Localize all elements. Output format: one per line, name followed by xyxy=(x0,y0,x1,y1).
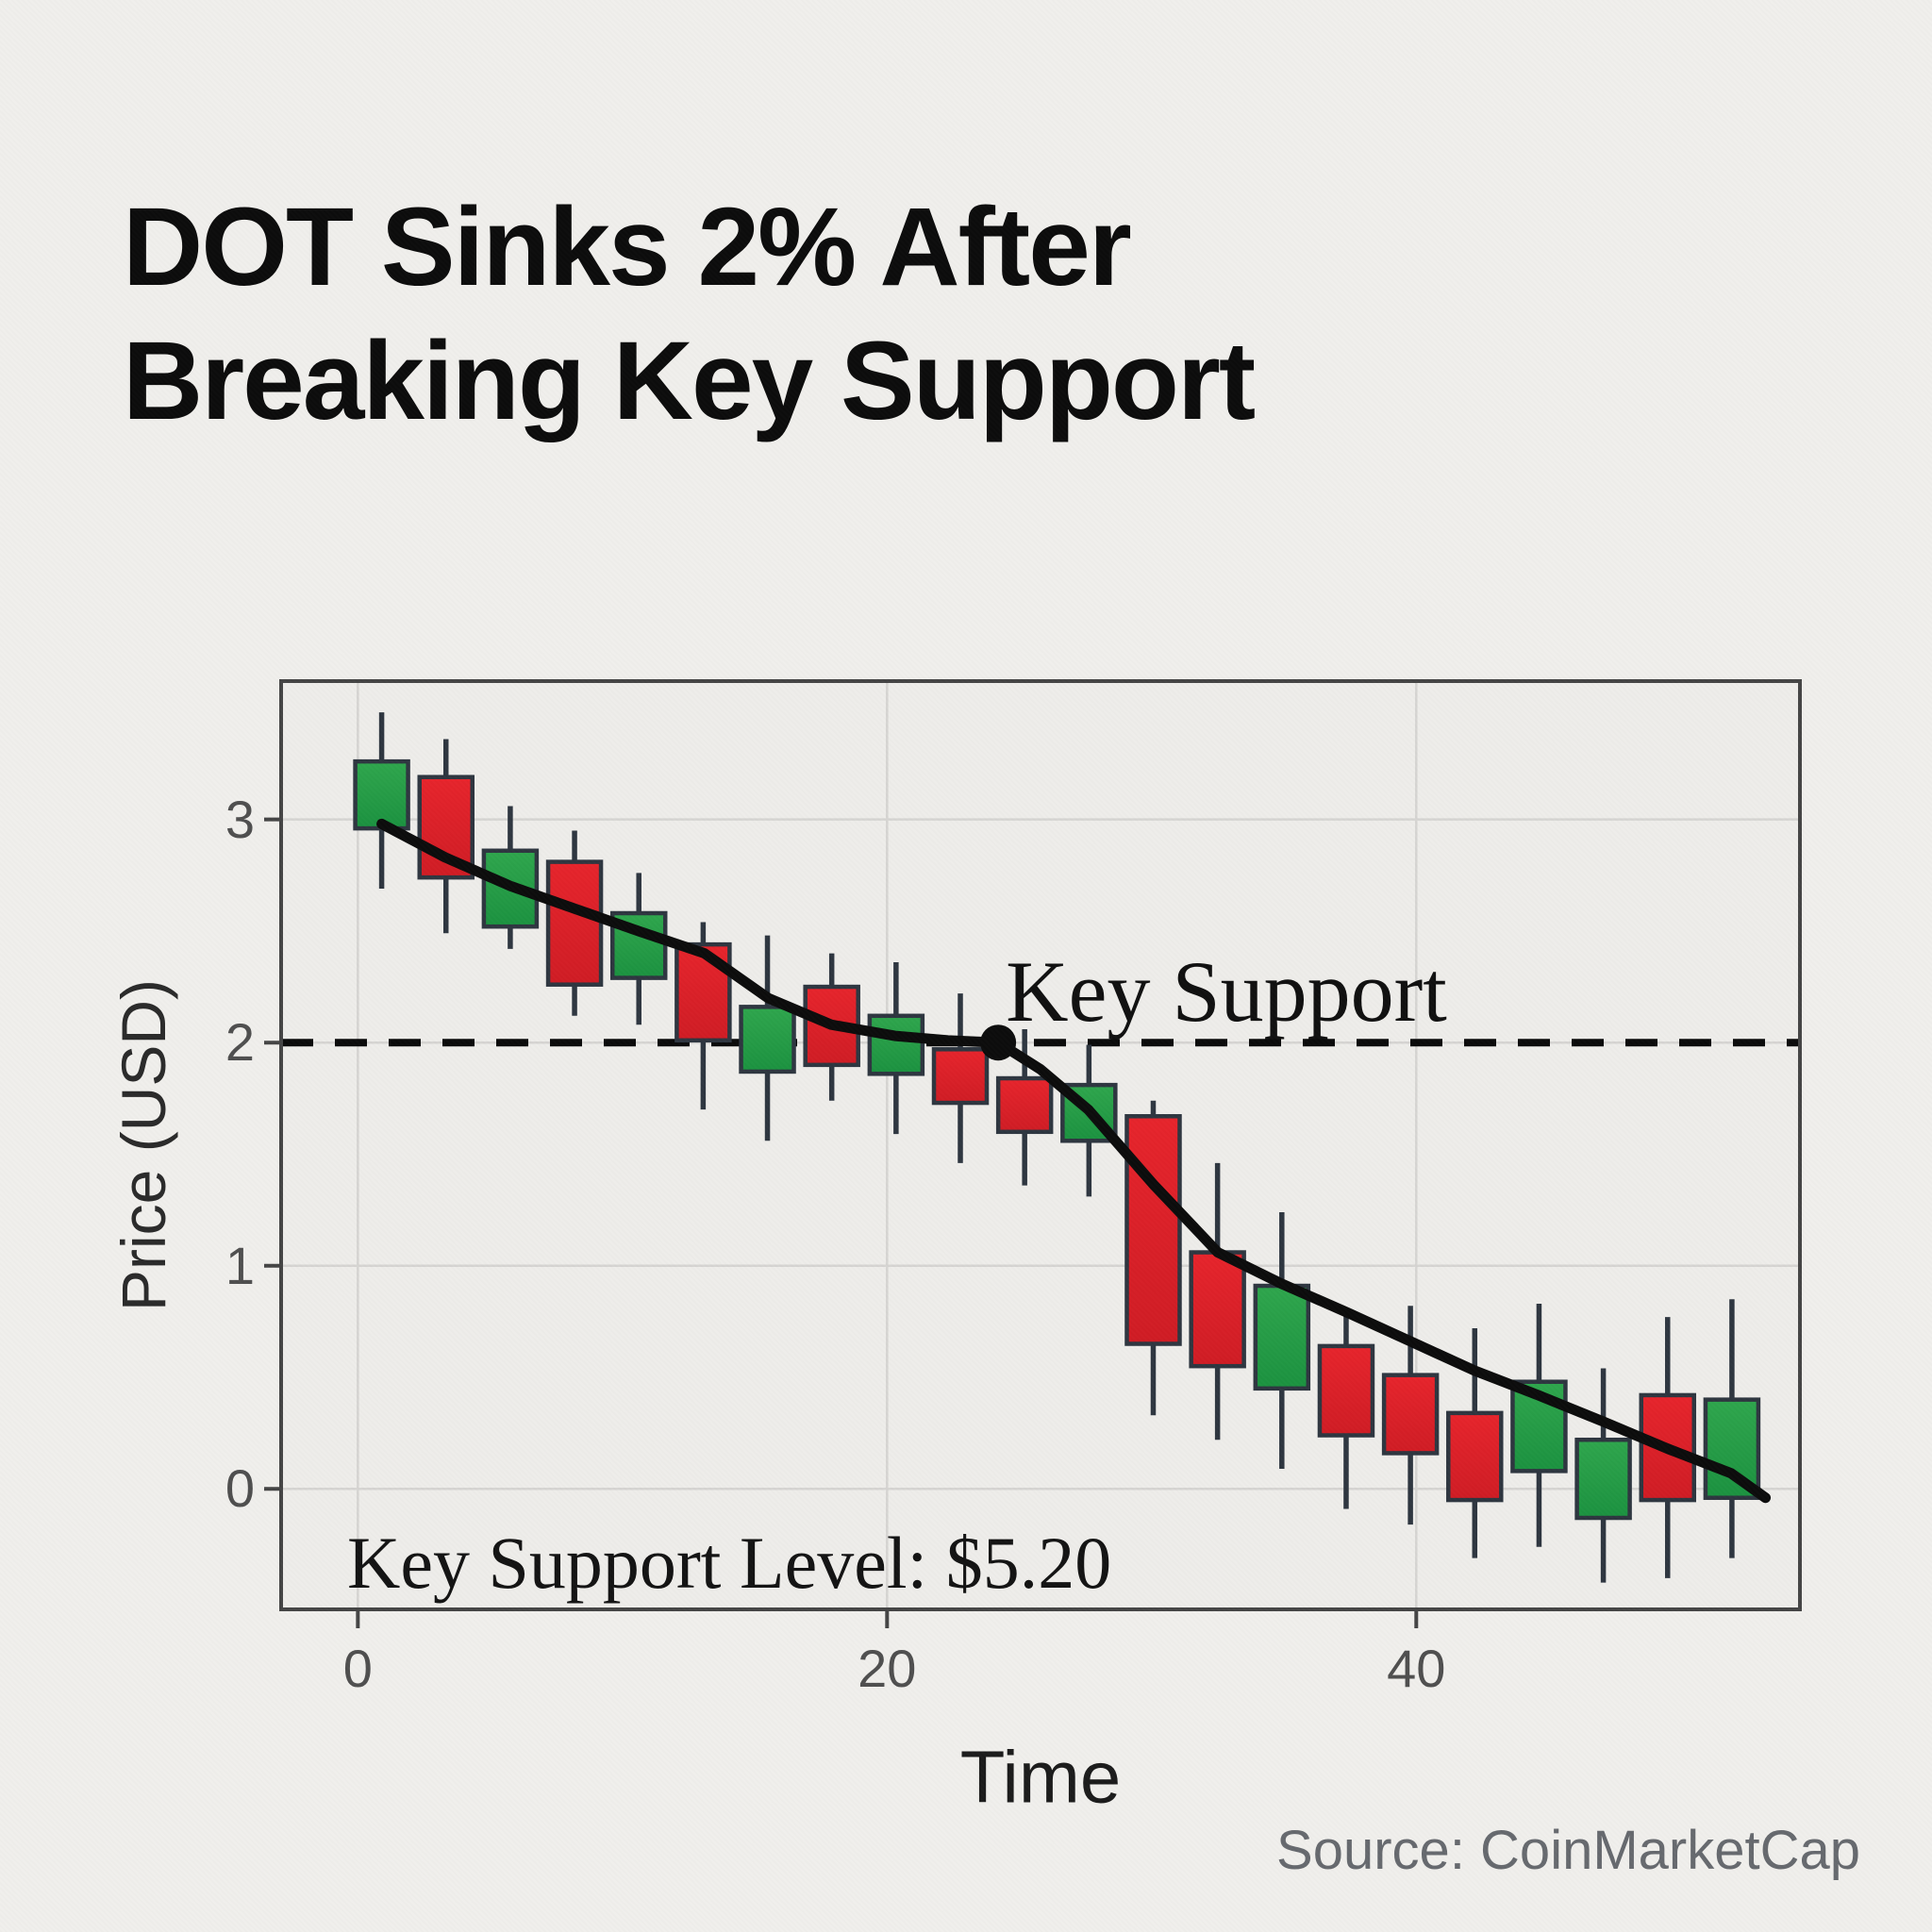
candle-down xyxy=(545,830,604,1016)
support-level-note: Key Support Level: $5.20 xyxy=(347,1522,1112,1604)
candle-up xyxy=(1574,1368,1632,1583)
candle-body xyxy=(1574,1437,1632,1521)
candle-body xyxy=(1124,1114,1182,1346)
y-tick-label: 2 xyxy=(225,1012,255,1073)
chart-title-line2: Breaking Key Support xyxy=(123,318,1256,443)
y-tick-label: 0 xyxy=(225,1458,255,1519)
candle-body xyxy=(1317,1343,1375,1438)
candle-down xyxy=(931,993,990,1163)
key-support-annotation: Key Support xyxy=(1006,943,1447,1040)
x-tick-label: 0 xyxy=(342,1639,373,1698)
candle-body xyxy=(545,859,604,987)
candle-body xyxy=(675,941,732,1043)
candle-down xyxy=(1317,1312,1375,1509)
candle-up xyxy=(867,962,925,1135)
plot-border xyxy=(279,679,1802,1611)
trend-line xyxy=(376,818,1772,1504)
candle-body xyxy=(1253,1283,1311,1391)
chart-title-line1: DOT Sinks 2% After xyxy=(123,185,1132,309)
y-tick-label: 3 xyxy=(225,789,255,849)
candle-body xyxy=(931,1047,990,1106)
candle-down xyxy=(1189,1162,1246,1441)
y-tick-label: 1 xyxy=(225,1235,255,1295)
x-tick-label: 40 xyxy=(1387,1639,1446,1698)
candle-body xyxy=(1381,1373,1440,1456)
candle-body xyxy=(353,758,410,831)
candle-up xyxy=(739,935,796,1141)
source-credit: Source: CoinMarketCap xyxy=(1276,1820,1860,1881)
candle-body xyxy=(1446,1410,1504,1503)
y-axis-title: Price (USD) xyxy=(108,978,178,1312)
candle-body xyxy=(1189,1250,1246,1369)
candle-down xyxy=(1124,1100,1182,1416)
candle-body xyxy=(867,1013,925,1076)
candle-body xyxy=(995,1075,1054,1135)
x-tick-label: 20 xyxy=(858,1639,917,1698)
candle-body xyxy=(739,1005,796,1074)
chart-title: DOT Sinks 2% After Breaking Key Support xyxy=(123,181,1821,448)
x-axis-title: Time xyxy=(959,1735,1122,1819)
candle-up xyxy=(1510,1303,1568,1547)
breakdown-dot xyxy=(980,1024,1017,1061)
